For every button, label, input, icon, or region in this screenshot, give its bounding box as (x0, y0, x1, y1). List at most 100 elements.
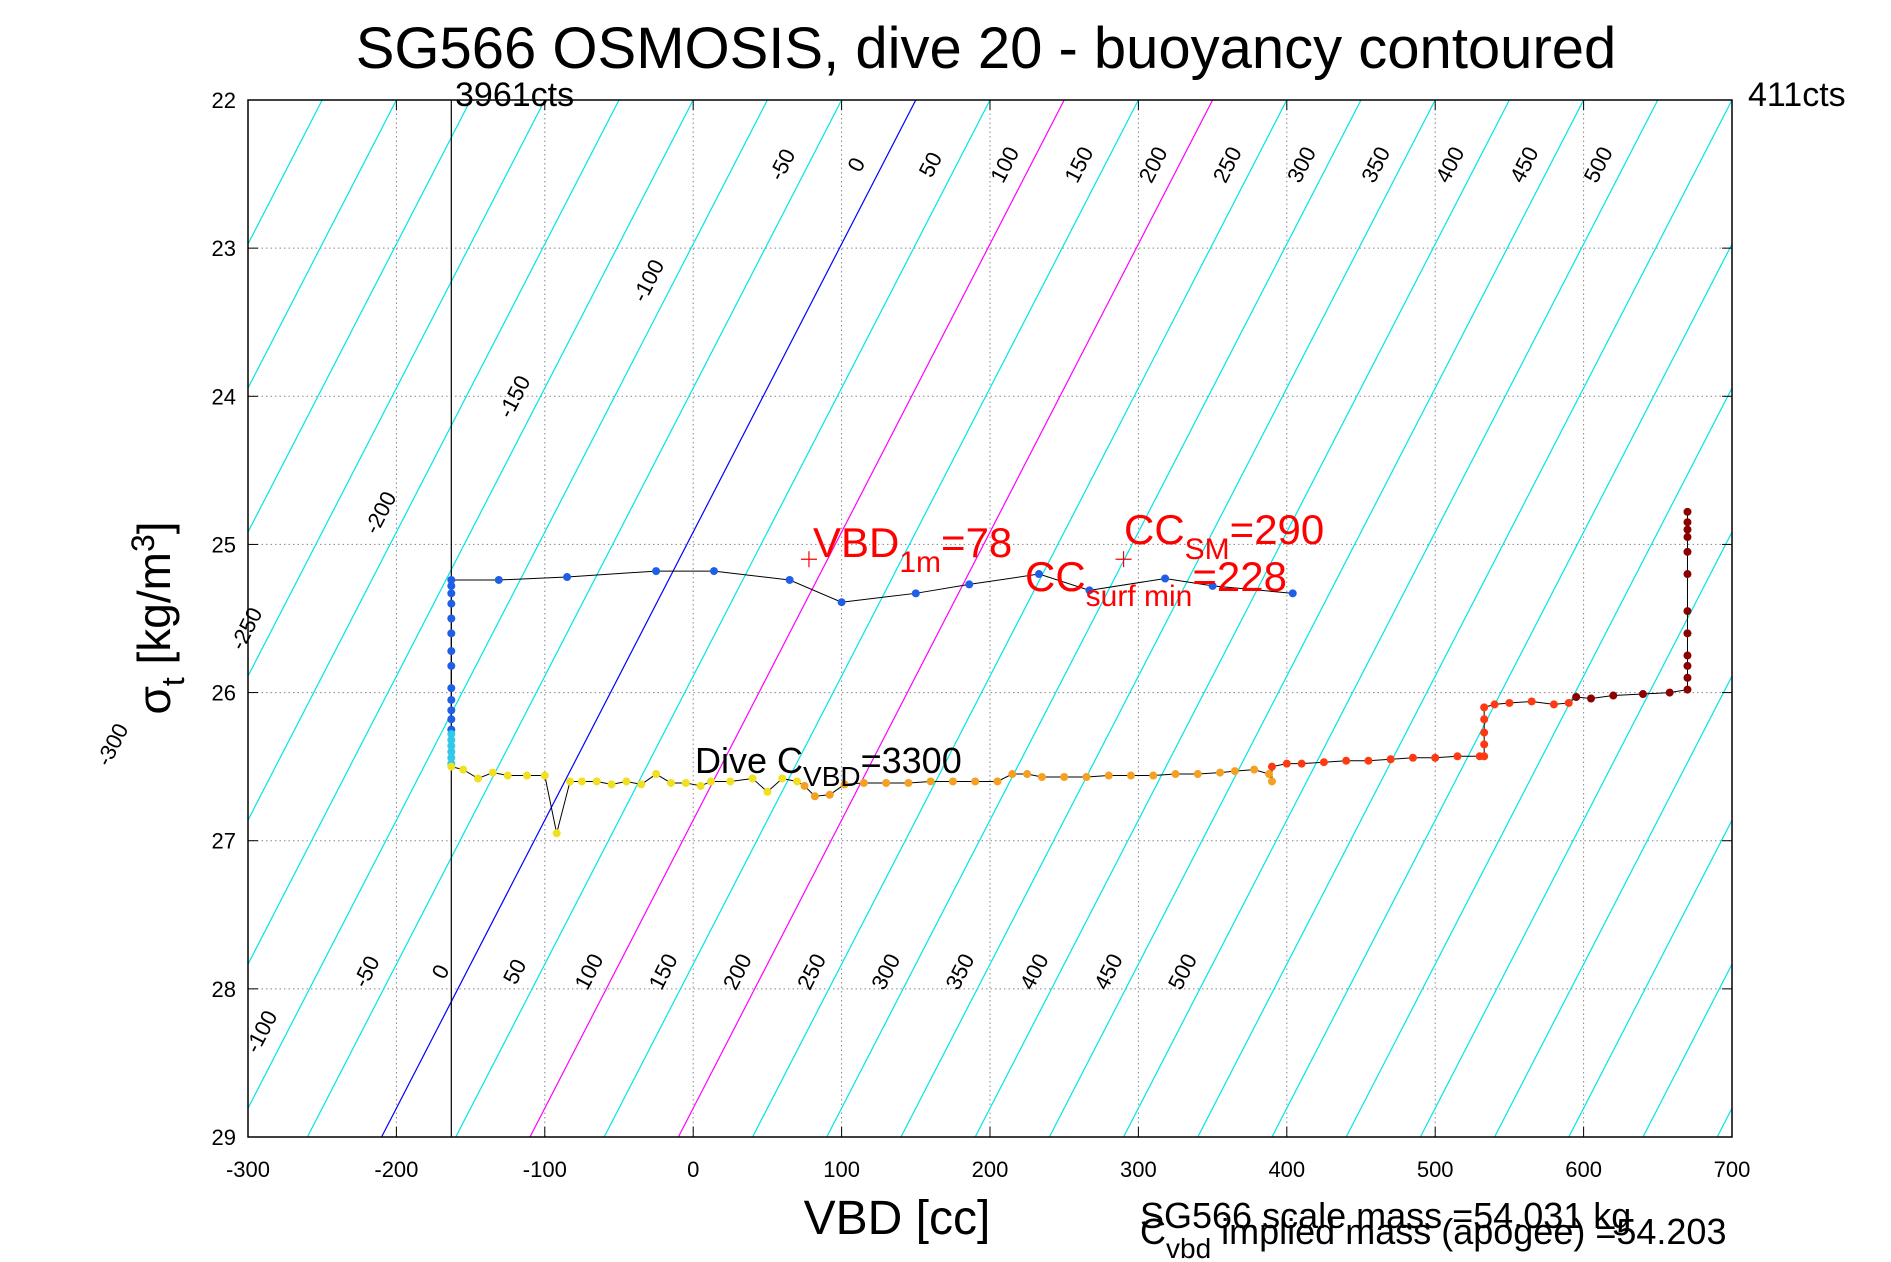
y-label-sup: 3 (125, 534, 161, 552)
data-point (1161, 574, 1170, 583)
cc-sm-annotation: CCSM=290 (1124, 506, 1324, 566)
data-point (607, 780, 616, 789)
buoyancy-contour (248, 100, 620, 822)
chart-title: SG566 OSMOSIS, dive 20 - buoyancy contou… (356, 16, 1617, 81)
data-point (1267, 762, 1276, 771)
buoyancy-contour (248, 100, 546, 678)
data-point (1609, 691, 1618, 700)
buoyancy-contour (1048, 100, 1585, 1137)
data-point (474, 774, 483, 783)
cc-surf-value: =228 (1192, 553, 1287, 600)
data-point (622, 777, 631, 786)
data-point (859, 778, 868, 787)
data-point (1250, 765, 1259, 774)
data-point (637, 780, 646, 789)
data-point (459, 765, 468, 774)
data-point (800, 781, 809, 790)
cc-surf-sub: surf min (1086, 580, 1193, 613)
data-point (1126, 771, 1135, 780)
buoyancy-contour (1568, 818, 1732, 1137)
data-point (488, 768, 497, 777)
buoyancy-contour (603, 100, 1139, 1137)
data-point (1683, 518, 1692, 527)
implied-mass-text: Cvbd implied mass (apogee) =54.203 (1140, 1211, 1726, 1262)
buoyancy-contour (306, 100, 843, 1137)
y-tick-label: 25 (212, 532, 236, 557)
left-counts-label: 3961cts (455, 76, 574, 114)
data-point (1683, 570, 1692, 579)
data-point (447, 684, 456, 693)
data-point (948, 777, 957, 786)
buoyancy-contour (974, 100, 1510, 1137)
y-label-close: ] (128, 521, 180, 534)
x-tick-label: 500 (1417, 1157, 1454, 1182)
data-point (1364, 756, 1373, 765)
cc-surf-min-annotation: CCsurf min=228 (1025, 553, 1287, 613)
key-buoyancy-contour (529, 100, 1065, 1137)
data-series (447, 100, 1692, 1137)
data-point (1638, 690, 1647, 699)
data-point (1527, 697, 1536, 706)
data-point (1082, 773, 1091, 782)
data-point (709, 567, 718, 576)
scale-mass-text: SG566 scale mass =54.031 kg (1140, 1195, 1631, 1236)
data-point (1297, 759, 1306, 768)
data-point (447, 741, 456, 750)
implied-mass-rest: implied mass (apogee) =54.203 (1211, 1211, 1726, 1252)
data-point (785, 575, 794, 584)
x-tick-label: 0 (687, 1157, 699, 1182)
data-point (1587, 694, 1596, 703)
x-tick-label: 100 (823, 1157, 860, 1182)
data-point (1683, 607, 1692, 616)
cc-sm-main: CC (1124, 506, 1185, 553)
data-point (1230, 767, 1239, 776)
data-point (447, 747, 456, 756)
data-point (763, 787, 772, 796)
data-point (1342, 756, 1351, 765)
data-point (1216, 768, 1225, 777)
y-axis-label: σt [kg/m3] (125, 521, 191, 714)
data-point (540, 771, 549, 780)
data-point (726, 777, 735, 786)
data-point (840, 780, 849, 789)
buoyancy-contour (1197, 100, 1732, 1137)
buoyancy-contour (900, 100, 1436, 1137)
data-point (1386, 755, 1395, 764)
data-point (810, 792, 819, 801)
right-counts-label: 411cts (1748, 76, 1846, 114)
data-point (1505, 698, 1514, 707)
data-point (1264, 770, 1273, 779)
x-tick-label: 600 (1565, 1157, 1602, 1182)
data-point (1683, 547, 1692, 556)
vbd-1m-annotation: VBD1m=78 (813, 519, 1012, 579)
data-point (447, 581, 456, 590)
dive-cvbd-value: =3300 (861, 740, 962, 781)
y-tick-label: 28 (212, 977, 236, 1002)
data-point (1060, 773, 1069, 782)
vbd-1m-main: VBD (813, 519, 899, 566)
data-point (1149, 771, 1158, 780)
data-point (447, 599, 456, 608)
data-point (503, 771, 512, 780)
data-point (1683, 533, 1692, 542)
y-label-units: [kg/m (128, 552, 180, 677)
x-tick-label: -300 (226, 1157, 270, 1182)
data-point (1683, 525, 1692, 534)
data-point (447, 715, 456, 724)
data-point (447, 575, 456, 584)
data-point (1480, 703, 1489, 712)
data-point (793, 777, 802, 786)
data-point (1282, 759, 1291, 768)
data-point (552, 829, 561, 838)
data-point (1490, 700, 1499, 709)
data-point (1480, 740, 1489, 749)
data-point (447, 762, 456, 771)
data-point (447, 695, 456, 704)
data-point (825, 790, 834, 799)
y-tick-label: 29 (212, 1125, 236, 1150)
data-point (926, 777, 935, 786)
data-point (904, 778, 913, 787)
data-point (1549, 700, 1558, 709)
data-point (1267, 777, 1276, 786)
buoyancy-contour (826, 100, 1362, 1137)
